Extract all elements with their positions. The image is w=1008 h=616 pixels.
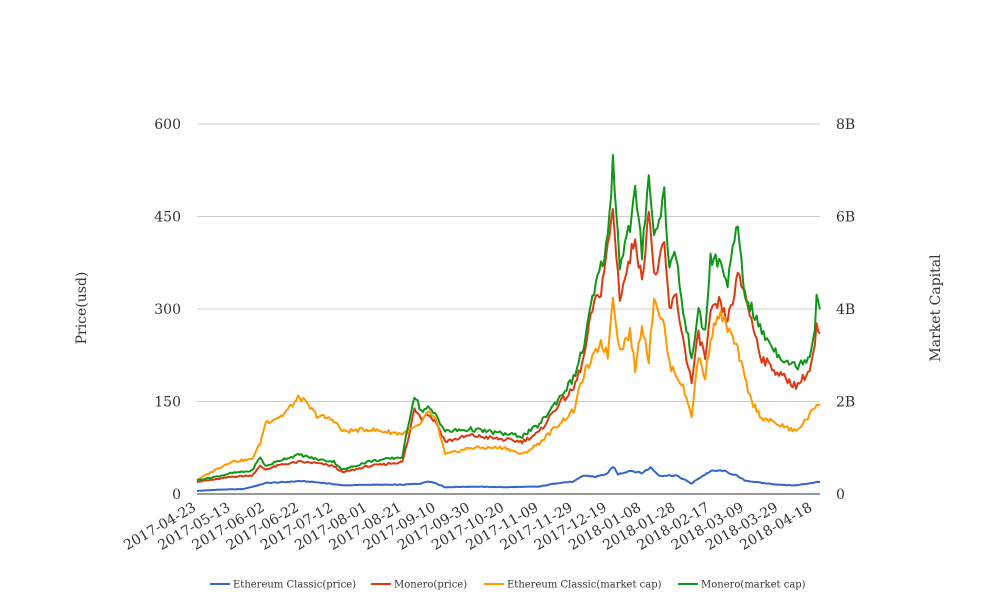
left-y-tick-label: 450: [154, 210, 181, 226]
left-y-axis-title: Price(usd): [74, 272, 90, 345]
right-y-tick-label: 8B: [836, 117, 855, 133]
right-y-axis-title: Market Capital: [928, 254, 944, 362]
left-y-tick-label: 0: [172, 487, 181, 503]
right-y-axis-ticks: 0 2B 4B 6B 8B: [836, 117, 855, 503]
series-line-xmr_price: [196, 208, 821, 484]
x-axis-ticks: 2017-04-232017-05-132017-06-022017-06-22…: [121, 500, 815, 554]
series-line-etc_cap: [196, 296, 821, 482]
legend-label-etc_cap: Ethereum Classic(market cap): [507, 580, 662, 591]
left-y-axis-ticks: 0 150 300 450 600: [154, 117, 181, 503]
series-lines: [196, 154, 821, 492]
legend: Ethereum Classic(price) Monero(price) Ethe…: [210, 580, 806, 591]
right-y-tick-label: 0: [836, 487, 845, 503]
series-line-etc_price: [196, 466, 821, 492]
left-y-tick-label: 600: [154, 117, 181, 133]
left-y-tick-label: 300: [154, 302, 181, 318]
series-line-xmr_cap: [196, 154, 821, 482]
right-y-tick-label: 4B: [836, 302, 855, 318]
legend-label-xmr_price: Monero(price): [394, 580, 467, 591]
right-y-tick-label: 2B: [836, 395, 855, 411]
legend-label-etc_price: Ethereum Classic(price): [233, 580, 356, 591]
right-y-tick-label: 6B: [836, 210, 855, 226]
legend-label-xmr_cap: Monero(market cap): [701, 580, 806, 591]
left-y-tick-label: 150: [154, 395, 181, 411]
